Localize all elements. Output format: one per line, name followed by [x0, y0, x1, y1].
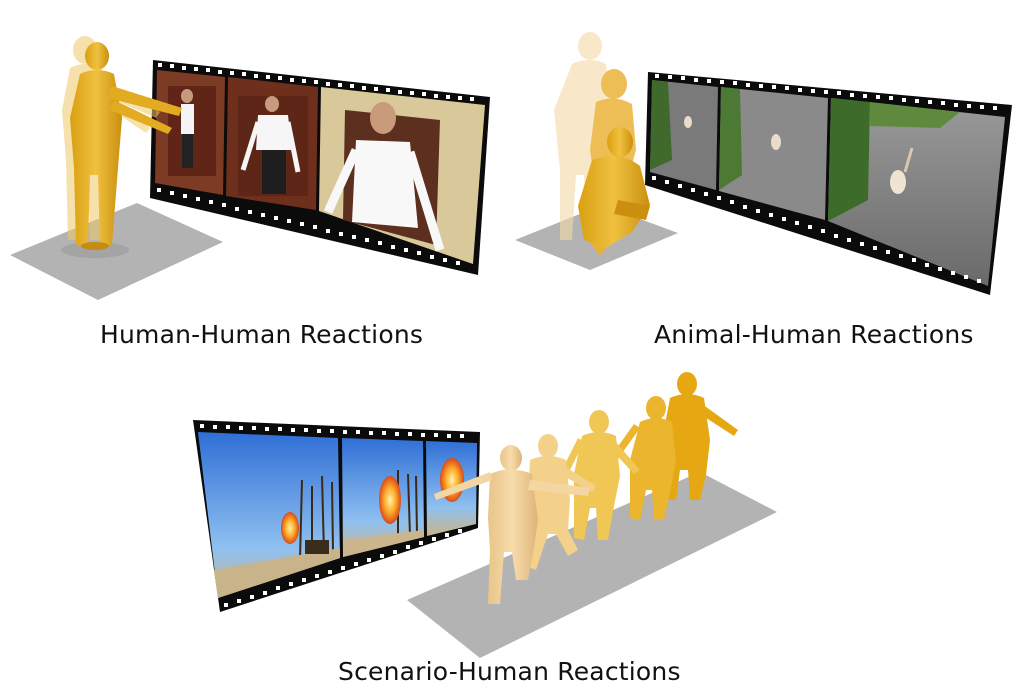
scenario-human-panel: [193, 372, 777, 658]
floor-plane: [407, 472, 777, 658]
video-frame: [719, 87, 828, 220]
explosion-icon: [281, 512, 299, 544]
explosion-icon: [379, 476, 401, 524]
human-figure: [578, 127, 650, 248]
human-figure: [434, 445, 590, 604]
human-figure: [70, 42, 182, 250]
human-figure: [562, 410, 640, 540]
human-figure: [662, 372, 738, 500]
human-human-panel: [10, 36, 490, 300]
film-strip: [645, 72, 1012, 295]
video-frame: [828, 98, 1005, 286]
caption-animal-human: Animal-Human Reactions: [654, 320, 974, 349]
film-strip: [193, 420, 480, 612]
caption-scenario-human: Scenario-Human Reactions: [338, 657, 681, 686]
animal-human-panel: [515, 32, 1012, 295]
film-strip: [150, 60, 490, 275]
caption-human-human: Human-Human Reactions: [100, 320, 424, 349]
